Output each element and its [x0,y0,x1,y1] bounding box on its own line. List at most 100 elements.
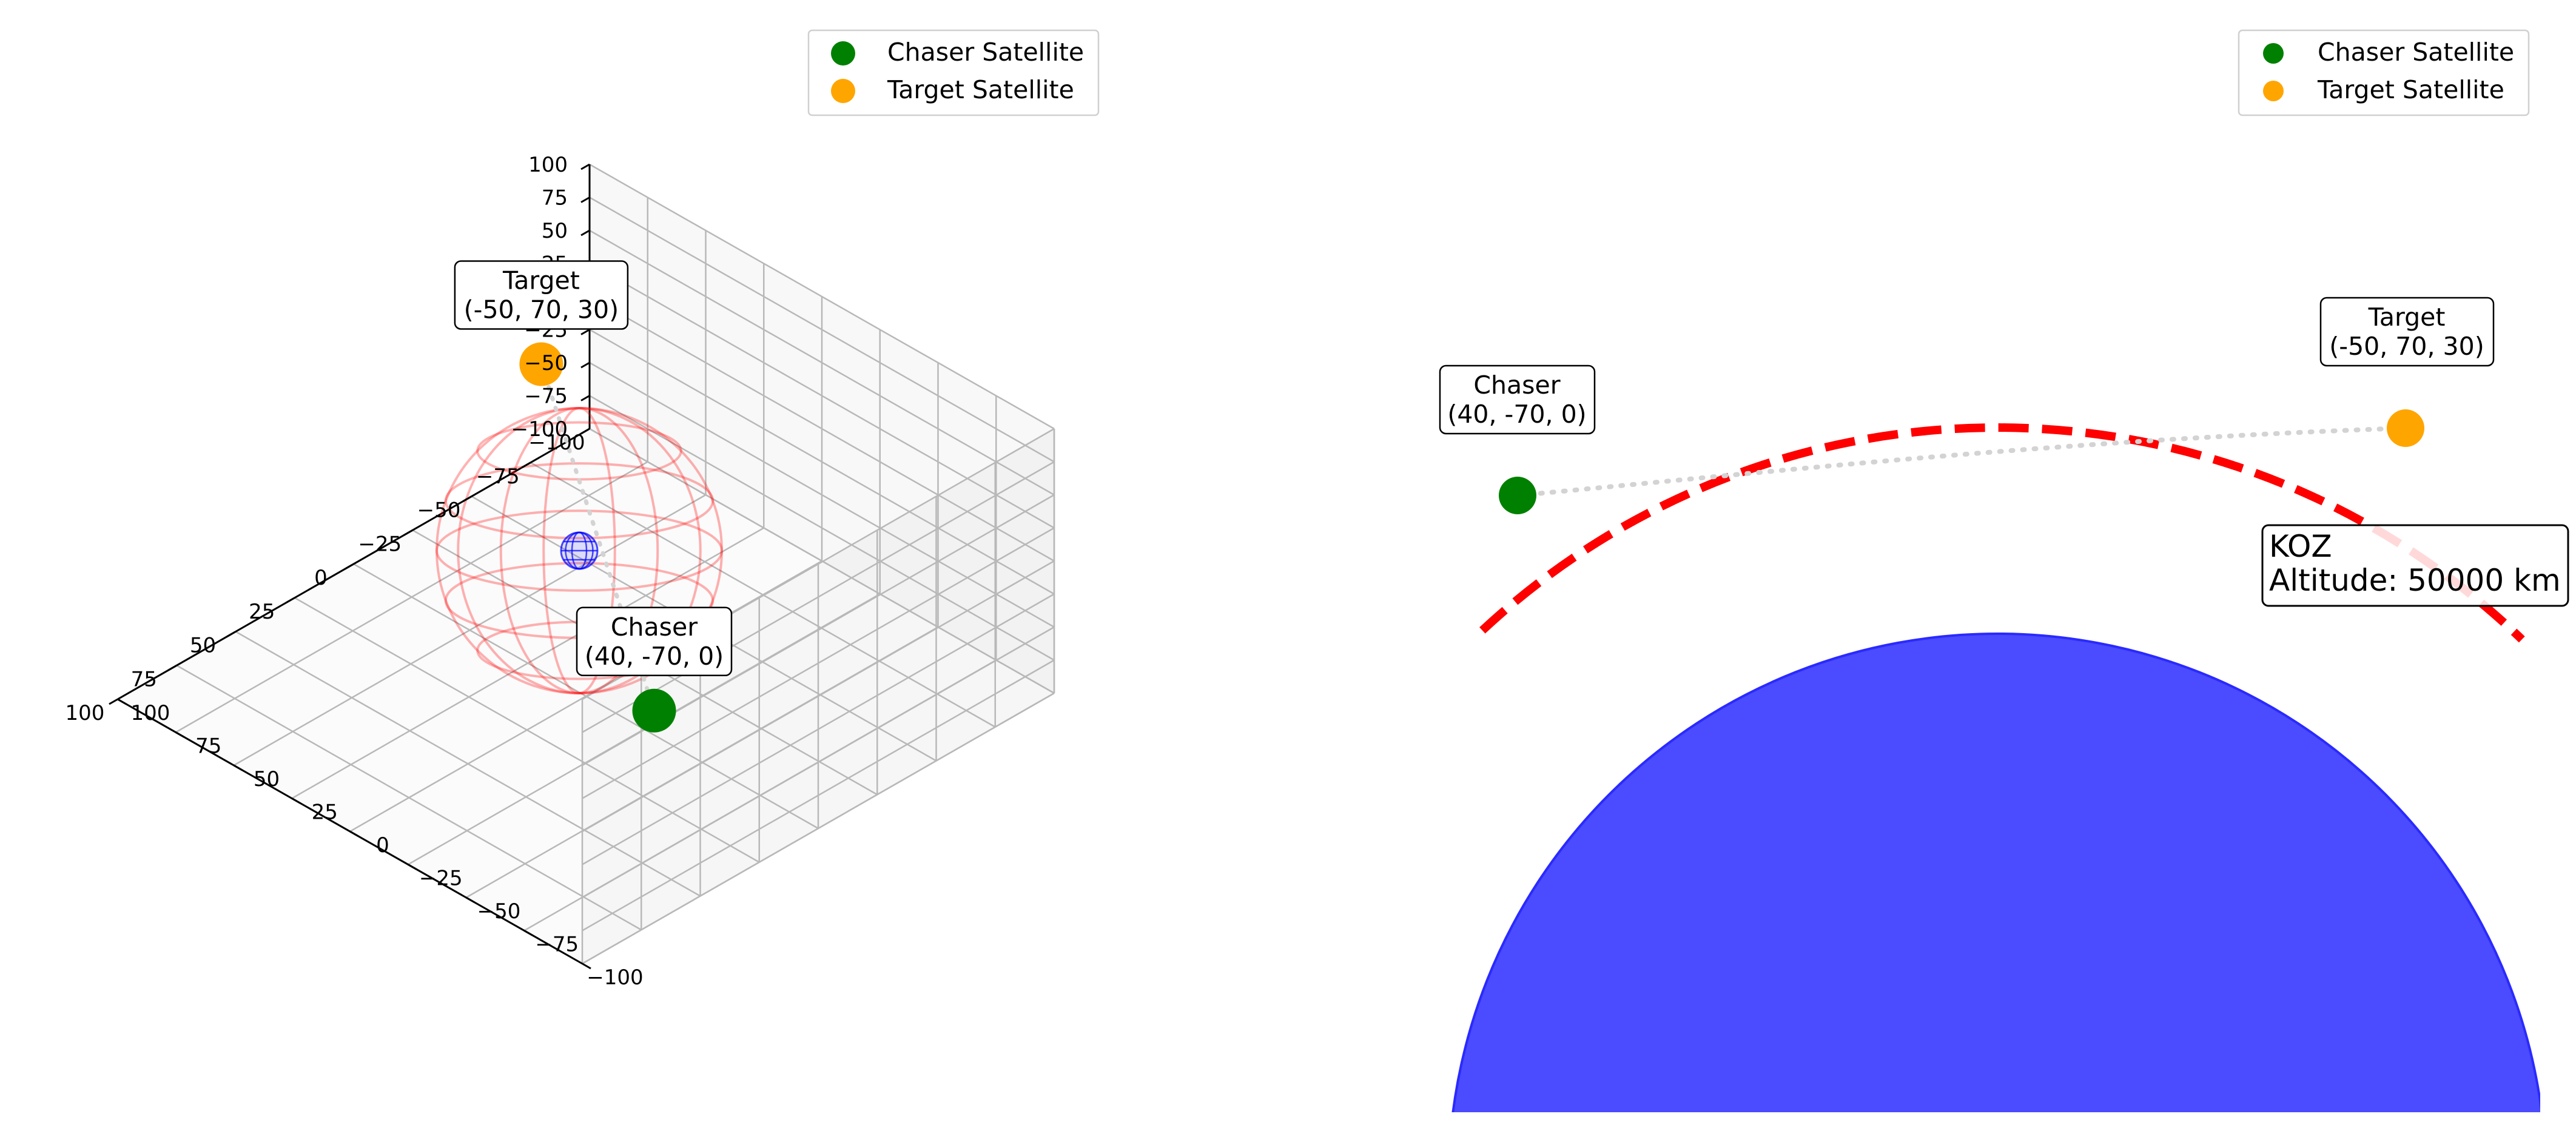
z-tick [580,196,590,203]
target-point [2387,409,2424,447]
legend-label-chaser: Chaser Satellite [887,38,1084,67]
svg-text:(-50, 70, 30): (-50, 70, 30) [2329,332,2484,361]
x-tick [462,495,472,502]
target-point [519,342,563,386]
annotation-text: Chaser [611,613,698,642]
grid-lines [117,163,1055,965]
y-tick [349,830,359,838]
legend-label-target: Target Satellite [2317,75,2504,104]
grid-line [589,196,1055,463]
z-tick [580,329,590,335]
y-tick-label: −25 [419,867,463,891]
legend-label-target: Target Satellite [887,75,1074,104]
koz-meridian [457,407,702,694]
z-tick [580,395,590,401]
grid-line [589,295,1055,562]
z-tick-label: 75 [542,186,568,210]
earth-sphere [560,531,599,570]
trajectory-line [1515,426,2408,498]
grid-line [176,665,642,931]
chart-2d: Chaser (40, -70, 0) Target (-50, 70, 30)… [1439,29,2569,1112]
y-tick-label: 100 [131,701,170,725]
legend-label-chaser: Chaser Satellite [2318,38,2514,67]
grid-line [582,527,1055,799]
x-tick-label: 0 [314,566,328,590]
z-tick [580,361,590,369]
earth-disc [1451,633,2540,1112]
y-tick-label: 50 [254,767,280,791]
y-tick-label: 0 [376,833,389,858]
z-tick [580,163,590,170]
y-tick-label: 75 [195,734,221,759]
y-tick [175,731,185,738]
legend-marker-target [2263,81,2284,101]
x-tick [167,664,177,671]
z-tick [580,229,590,237]
z-tick [580,428,590,435]
grid-line [235,631,701,897]
grid-line [589,263,1055,529]
annotations: Chaser(40, -70, 0) Target(-50, 70, 30) [454,260,733,677]
grid-line [349,560,822,833]
grid-line [589,229,1055,496]
z-tick-label: −50 [524,351,568,375]
annotation-chaser: Chaser (40, -70, 0) [1439,364,1596,435]
x-tick [109,698,118,705]
y-tick [523,930,533,936]
trajectory-line [539,362,656,713]
annotation-box [454,260,629,330]
y-tick [291,797,301,804]
x-tick [403,529,413,536]
y-tick-label: −75 [535,933,579,957]
koz-parallel [435,509,723,592]
koz-outline [435,407,723,694]
legend-marker-target [831,79,855,103]
annotation-text: (40, -70, 0) [585,642,724,671]
chaser-point [632,688,676,733]
x-tick-label: 25 [249,600,275,624]
legend-marker-chaser [2263,43,2284,64]
svg-text:Target: Target [2368,303,2446,332]
grid-line [589,163,1055,430]
grid-line [291,527,764,799]
z-tick-label: 50 [542,219,568,243]
x-tick-label: −100 [528,431,585,455]
x-tick [226,631,237,637]
annotation-text: (-50, 70, 30) [464,295,619,324]
satellite-points [519,342,676,733]
y-tick [233,764,243,771]
y-tick [117,698,127,705]
y-tick [408,864,417,870]
grid-line [582,560,1055,833]
koz-meridian [499,407,659,694]
grid-line [175,461,648,733]
koz-label: KOZ Altitude: 50000 km [2261,524,2569,607]
y-tick-label: −100 [587,965,643,990]
legend: Chaser Satellite Target Satellite [807,29,1100,116]
x-tick-label: −25 [358,532,402,556]
z-tick-label: −75 [524,384,568,409]
x-tick-label: 75 [131,667,157,691]
y-tick [465,896,476,904]
y-tick [582,962,591,970]
svg-text:KOZ: KOZ [2269,529,2332,564]
y-tick-label: 25 [312,801,338,825]
annotation-chaser: Chaser(40, -70, 0) [576,606,733,677]
koz-parallel [444,462,715,540]
y-tick-label: −50 [477,899,521,924]
x-tick-label: 100 [66,701,105,725]
grid-line [233,494,707,767]
x-tick [522,462,531,469]
legend-marker-chaser [831,41,855,65]
x-tick-label: 50 [190,634,216,658]
x-tick [286,597,295,604]
chaser-point [1499,477,1536,514]
svg-text:Chaser: Chaser [1473,371,1560,400]
annotation-target: Target (-50, 70, 30) [2319,297,2495,367]
svg-text:Altitude: 50000 km: Altitude: 50000 km [2269,563,2561,598]
z-tick-label: 100 [528,153,568,177]
annotation-text: Target [502,266,580,295]
